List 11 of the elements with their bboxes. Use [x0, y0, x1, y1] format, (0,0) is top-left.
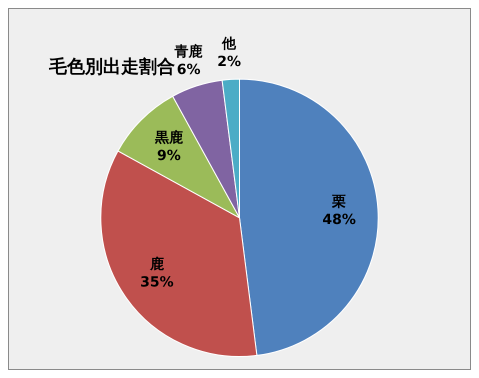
data-label: 48%	[322, 212, 356, 228]
slice-label: 他	[221, 36, 238, 52]
data-label: 2%	[217, 54, 242, 70]
text: 毛色別出走割合	[48, 56, 175, 78]
slice-label: 栗	[331, 194, 346, 210]
data-label: 9%	[156, 148, 181, 164]
data-label: 6%	[176, 62, 200, 78]
slice-label: 黒鹿	[154, 128, 183, 146]
data-label: 35%	[140, 274, 174, 291]
slice-label: 鹿	[148, 256, 164, 273]
slice-label: 青鹿	[174, 42, 203, 60]
